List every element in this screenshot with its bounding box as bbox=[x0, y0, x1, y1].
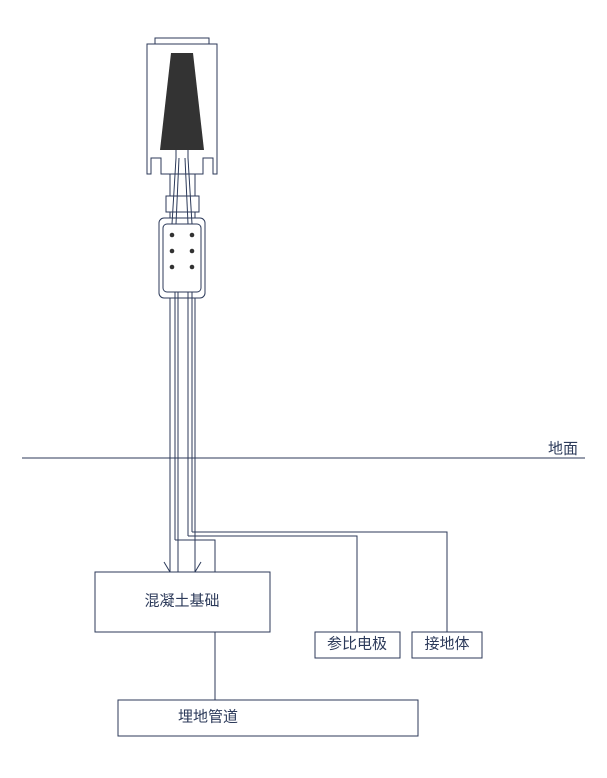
concrete-base: 混凝土基础 bbox=[95, 572, 270, 632]
reference-electrode-label: 参比电极 bbox=[327, 635, 387, 652]
buried-pipe: 埋地管道 bbox=[118, 700, 418, 736]
neck-connector bbox=[166, 196, 199, 212]
diagram-canvas: 地面 bbox=[0, 0, 607, 778]
internal-wires bbox=[172, 158, 192, 540]
ground-label: 地面 bbox=[548, 440, 578, 457]
insulator bbox=[160, 53, 204, 150]
concrete-base-label: 混凝土基础 bbox=[144, 592, 219, 609]
buried-pipe-label: 埋地管道 bbox=[178, 708, 238, 725]
junction-box bbox=[159, 218, 205, 298]
reference-electrode: 参比电极 bbox=[315, 632, 400, 658]
ground-body: 接地体 bbox=[412, 632, 482, 658]
ground-body-label: 接地体 bbox=[424, 635, 469, 652]
